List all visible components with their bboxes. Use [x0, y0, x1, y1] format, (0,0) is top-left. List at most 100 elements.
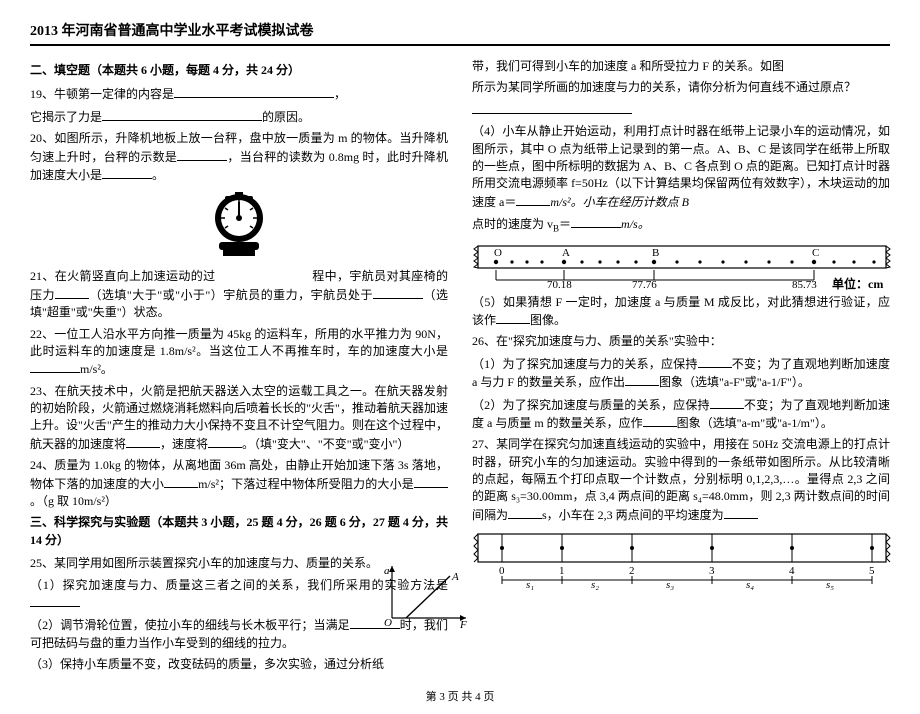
- blank: [102, 108, 182, 121]
- q24-c: 。（g 取 10m/s²）: [30, 494, 117, 508]
- section-3-title: 三、科学探究与实验题（本题共 3 小题，25 题 4 分，26 题 6 分，27…: [30, 514, 448, 549]
- q19-text-b: ，: [334, 87, 346, 101]
- blank: [164, 475, 198, 488]
- blank: [174, 85, 254, 98]
- q24: 24、质量为 1.0kg 的物体，从离地面 36m 高处，由静止开始加速下落 3…: [30, 457, 448, 510]
- blank: [625, 373, 659, 386]
- t2-s2: s₂: [591, 579, 599, 590]
- q25-4e: m/s。: [621, 217, 650, 231]
- tape1-v2: 77.76: [632, 279, 657, 290]
- blank: [254, 85, 334, 98]
- t2-s1: s₁: [526, 579, 534, 590]
- svg-text:F: F: [459, 619, 467, 630]
- blank: [724, 506, 758, 519]
- q25-3-text: （3）保持小车质量不变，改变砝码的质量，多次实验，通过分析纸: [30, 657, 384, 671]
- tape1-v3: 85.73: [792, 279, 817, 290]
- gauge-figure: [30, 188, 448, 264]
- q20: 20、如图所示，升降机地板上放一台秤，盘中放一质量为 m 的物体。当升降机匀速上…: [30, 130, 448, 184]
- q26: 26、在"探究加速度与力、质量的关系"实验中：: [472, 333, 890, 350]
- q26-1a: （1）为了探究加速度与力的关系，应保持: [472, 357, 698, 371]
- blank: [30, 594, 80, 607]
- page-title: 2013 年河南省普通高中学业水平考试模拟试卷: [30, 20, 890, 46]
- q25-4c: 点时的速度为 v: [472, 217, 553, 231]
- r-top2: 所示为某同学所画的加速度与力的关系，请你分析为何直线不通过原点？: [472, 79, 890, 96]
- q22-text: 22、一位工人沿水平方向推一质量为 45kg 的运料车，所用的水平推力为 90N…: [30, 327, 448, 358]
- t2-l3: 3: [709, 565, 715, 577]
- q20-text-c: 。: [152, 168, 164, 182]
- q21-c: （选填"大于"或"小于"）宇航员的重力，宇航员处于: [89, 288, 373, 302]
- tape1-C: C: [812, 247, 819, 259]
- blank: [55, 286, 89, 299]
- right-column: 带，我们可得到小车的加速度 a 和所受拉力 F 的关系。如图 所示为某同学所画的…: [472, 58, 890, 678]
- q25-3: （3）保持小车质量不变，改变砝码的质量，多次实验，通过分析纸: [30, 656, 448, 673]
- q22: 22、一位工人沿水平方向推一质量为 45kg 的运料车，所用的水平推力为 90N…: [30, 326, 448, 379]
- t2-s3: s₃: [666, 579, 674, 590]
- tape1-v1: 70.18: [547, 279, 572, 290]
- q21: 21、在火箭竖直向上加速运动的过 程中，宇航员对其座椅的压力（选填"大于"或"小…: [30, 268, 448, 321]
- q26-2: （2）为了探究加速度与质量的关系，应保持不变；为了直观地判断加速度 a 与质量 …: [472, 396, 890, 433]
- q25-2a: （2）调节滑轮位置，使拉小车的细线与长木板平行；当满足: [30, 618, 350, 632]
- q19: 19、牛顿第一定律的内容是 ，: [30, 85, 448, 103]
- blank: [177, 148, 227, 161]
- q26-1: （1）为了探究加速度与力的关系，应保持不变；为了直观地判断加速度 a 与力 F …: [472, 355, 890, 392]
- blank: [373, 286, 423, 299]
- blank: [643, 414, 677, 427]
- blank: [710, 396, 744, 409]
- q19-line2: 它揭示了力是 的原因。: [30, 108, 448, 126]
- q19-text-c: 它揭示了力是: [30, 110, 102, 124]
- q25-4: （4）小车从静止开始运动，利用打点计时器在纸带上记录小车的运动情况，如图所示，其…: [472, 123, 890, 211]
- q25-4b: m/s²。小车在经历计数点 B: [550, 195, 689, 209]
- q26-2a: （2）为了探究加速度与质量的关系，应保持: [472, 398, 710, 412]
- blank: [496, 311, 530, 324]
- q22-b: m/s²。: [80, 362, 113, 376]
- section-2-title: 二、填空题（本题共 6 小题，每题 4 分，共 24 分）: [30, 62, 448, 79]
- q25-4d: ＝: [559, 217, 571, 231]
- q19-text-d: 的原因。: [262, 110, 310, 124]
- q23-b: ，速度将: [160, 437, 208, 451]
- svg-text:A: A: [451, 571, 459, 583]
- af-graph-svg: A a F O: [380, 560, 470, 630]
- tape-figure-2: 0 1 2 3 4 5 s₁ s₂ s₃: [472, 528, 890, 594]
- q27b: s，小车在 2,3 两点间的平均速度为: [542, 508, 724, 522]
- blank: [508, 506, 542, 519]
- t2-l1: 1: [559, 565, 565, 577]
- t2-l0: 0: [499, 565, 505, 577]
- tape1-unit: 单位：cm: [832, 276, 883, 290]
- blank: [414, 475, 448, 488]
- t2-l5: 5: [869, 565, 875, 577]
- q25-5: （5）如果猜想 F 一定时，加速度 a 与质量 M 成反比，对此猜想进行验证，应…: [472, 294, 890, 330]
- t2-l4: 4: [789, 565, 795, 577]
- tape1-O: O: [494, 247, 502, 259]
- tape1-A: A: [562, 247, 570, 259]
- q26-2c: 图象（选填"a-m"或"a-1/m"）。: [677, 416, 833, 430]
- blank: [472, 101, 552, 114]
- blank: [516, 193, 550, 206]
- blank: [126, 435, 160, 448]
- tape1-svg: O A B C: [472, 240, 892, 290]
- q23: 23、在航天技术中，火箭是把航天器送入太空的运载工具之一。在航天器发射的初始阶段…: [30, 383, 448, 454]
- blank: [30, 360, 80, 373]
- blank: [571, 215, 621, 228]
- q24-b: m/s²；下落过程中物体所受阻力的大小是: [198, 477, 414, 491]
- q25-5b: 图像。: [530, 313, 566, 327]
- t2-s5: s₅: [826, 579, 834, 590]
- q23-c: 。（填"变大"、"不变"或"变小"）: [242, 437, 409, 451]
- q26-1c: 图象（选填"a-F"或"a-1/F"）。: [659, 375, 810, 389]
- t2-l2: 2: [629, 565, 635, 577]
- blank: [552, 101, 632, 114]
- svg-text:a: a: [384, 565, 390, 577]
- tape1-B: B: [652, 247, 659, 259]
- q19-text-a: 19、牛顿第一定律的内容是: [30, 87, 174, 101]
- af-graph: A a F O: [380, 560, 470, 634]
- tape-figure-1: O A B C: [472, 240, 890, 294]
- svg-text:O: O: [384, 617, 392, 629]
- tape2-svg: 0 1 2 3 4 5 s₁ s₂ s₃: [472, 528, 892, 590]
- blank: [102, 166, 152, 179]
- q27: 27、某同学在探究匀加速直线运动的实验中，用接在 50Hz 交流电源上的打点计时…: [472, 436, 890, 524]
- page-footer: 第 3 页 共 4 页: [30, 688, 890, 704]
- r-top2-text: 所示为某同学所画的加速度与力的关系，请你分析为何直线不通过原点？: [472, 80, 856, 94]
- gauge-icon: [209, 188, 269, 260]
- t2-s4: s₄: [746, 579, 754, 590]
- blank: [208, 435, 242, 448]
- blank: [698, 355, 732, 368]
